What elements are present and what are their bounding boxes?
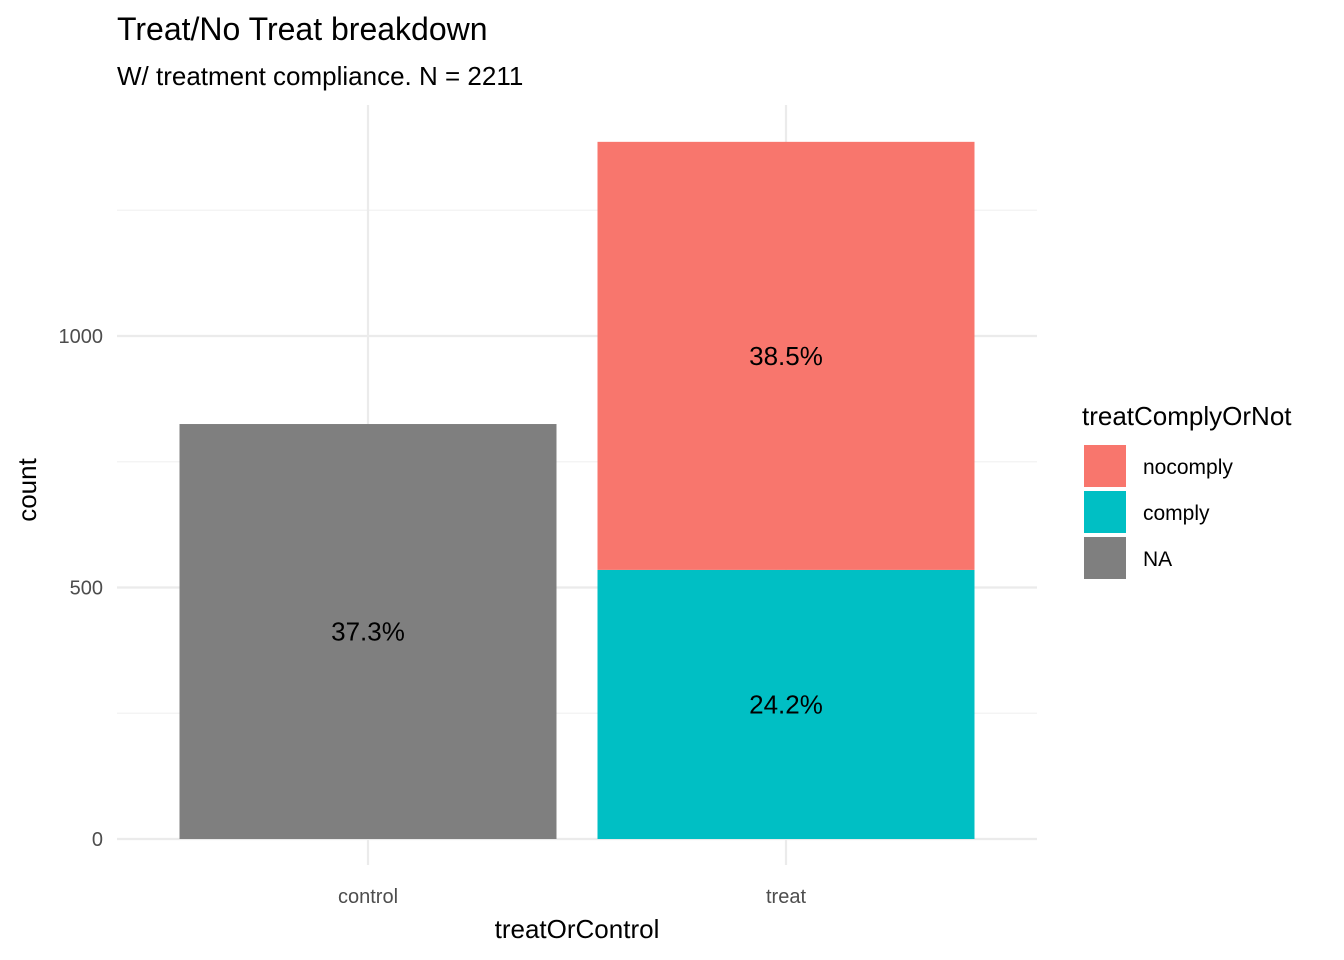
legend-swatch-nocomply [1084, 445, 1126, 487]
legend-label-comply: comply [1143, 502, 1210, 525]
bar-label: 24.2% [749, 689, 823, 719]
legend-swatch-comply [1084, 491, 1126, 533]
bar-comply-treat [597, 569, 975, 839]
x-tick-label: treat [766, 886, 806, 908]
y-tick-label: 1000 [59, 326, 104, 348]
y-axis-title: count [12, 457, 42, 521]
y-tick-label: 500 [70, 578, 103, 600]
bar-label: 38.5% [749, 341, 823, 371]
x-axis-ticks: control treat [338, 886, 806, 908]
bar-NA-control [179, 424, 557, 839]
bar-label: 37.3% [331, 617, 405, 647]
y-tick-label: 0 [92, 829, 103, 851]
legend-label-NA: NA [1143, 548, 1172, 571]
chart-subtitle: W/ treatment compliance. N = 2211 [117, 61, 523, 91]
bar-nocomply-treat [597, 141, 975, 570]
legend: treatComplyOrNot nocomply comply NA [1082, 401, 1292, 579]
bar-labels: 24.2% 38.5% 37.3% [331, 341, 823, 720]
legend-swatch-NA [1084, 537, 1126, 579]
bars [179, 141, 975, 839]
legend-label-nocomply: nocomply [1143, 456, 1233, 479]
y-axis-ticks: 0 500 1000 [59, 326, 104, 851]
chart-title: Treat/No Treat breakdown [117, 11, 488, 47]
x-tick-label: control [338, 886, 398, 908]
legend-title: treatComplyOrNot [1082, 401, 1292, 431]
x-axis-title: treatOrControl [495, 914, 660, 944]
